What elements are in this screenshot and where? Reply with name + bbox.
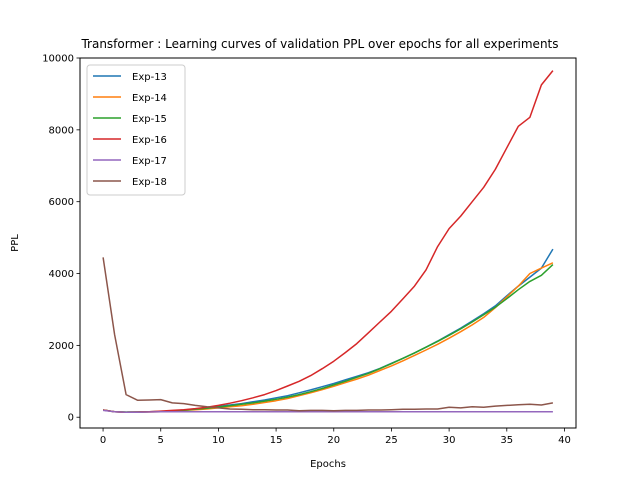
x-tick-label: 5	[158, 435, 164, 446]
chart-title: Transformer : Learning curves of validat…	[80, 37, 558, 51]
x-tick-label: 10	[212, 435, 225, 446]
x-tick-label: 30	[443, 435, 456, 446]
legend-label: Exp-15	[132, 114, 167, 125]
legend-label: Exp-14	[132, 93, 167, 104]
ticks-layer: 0 5 10 15 20 25 30 35 40 0 2000 4000 6000 8000 10000	[42, 54, 571, 447]
series-line-exp-18	[102, 257, 554, 412]
y-tick-label: 2000	[49, 341, 74, 352]
y-axis-label: PPL	[10, 234, 21, 252]
y-tick-label: 4000	[49, 269, 74, 280]
y-tick-label: 8000	[49, 125, 74, 136]
x-tick-label: 0	[100, 435, 106, 446]
legend-label: Exp-16	[132, 135, 167, 146]
legend-label: Exp-13	[132, 72, 167, 83]
y-tick-label: 6000	[49, 197, 74, 208]
series-line-exp-16	[102, 70, 554, 413]
x-tick-label: 40	[558, 435, 571, 446]
y-tick-label: 10000	[42, 54, 74, 65]
y-tick-label: 0	[68, 413, 74, 424]
x-tick-label: 25	[385, 435, 398, 446]
legend-label: Exp-17	[132, 156, 167, 167]
series-layer	[102, 70, 554, 413]
x-axis-label: Epochs	[310, 459, 346, 470]
legend-label: Exp-18	[132, 177, 167, 188]
legend: Exp-13 Exp-14 Exp-15 Exp-16 Exp-17 Exp-18	[86, 64, 186, 196]
plot-area-frame	[79, 57, 577, 429]
x-tick-label: 20	[327, 435, 340, 446]
series-line-exp-17	[103, 409, 553, 413]
legend-box	[86, 64, 186, 196]
x-tick-label: 35	[500, 435, 513, 446]
x-tick-label: 15	[270, 435, 283, 446]
axes-layer	[79, 57, 577, 429]
